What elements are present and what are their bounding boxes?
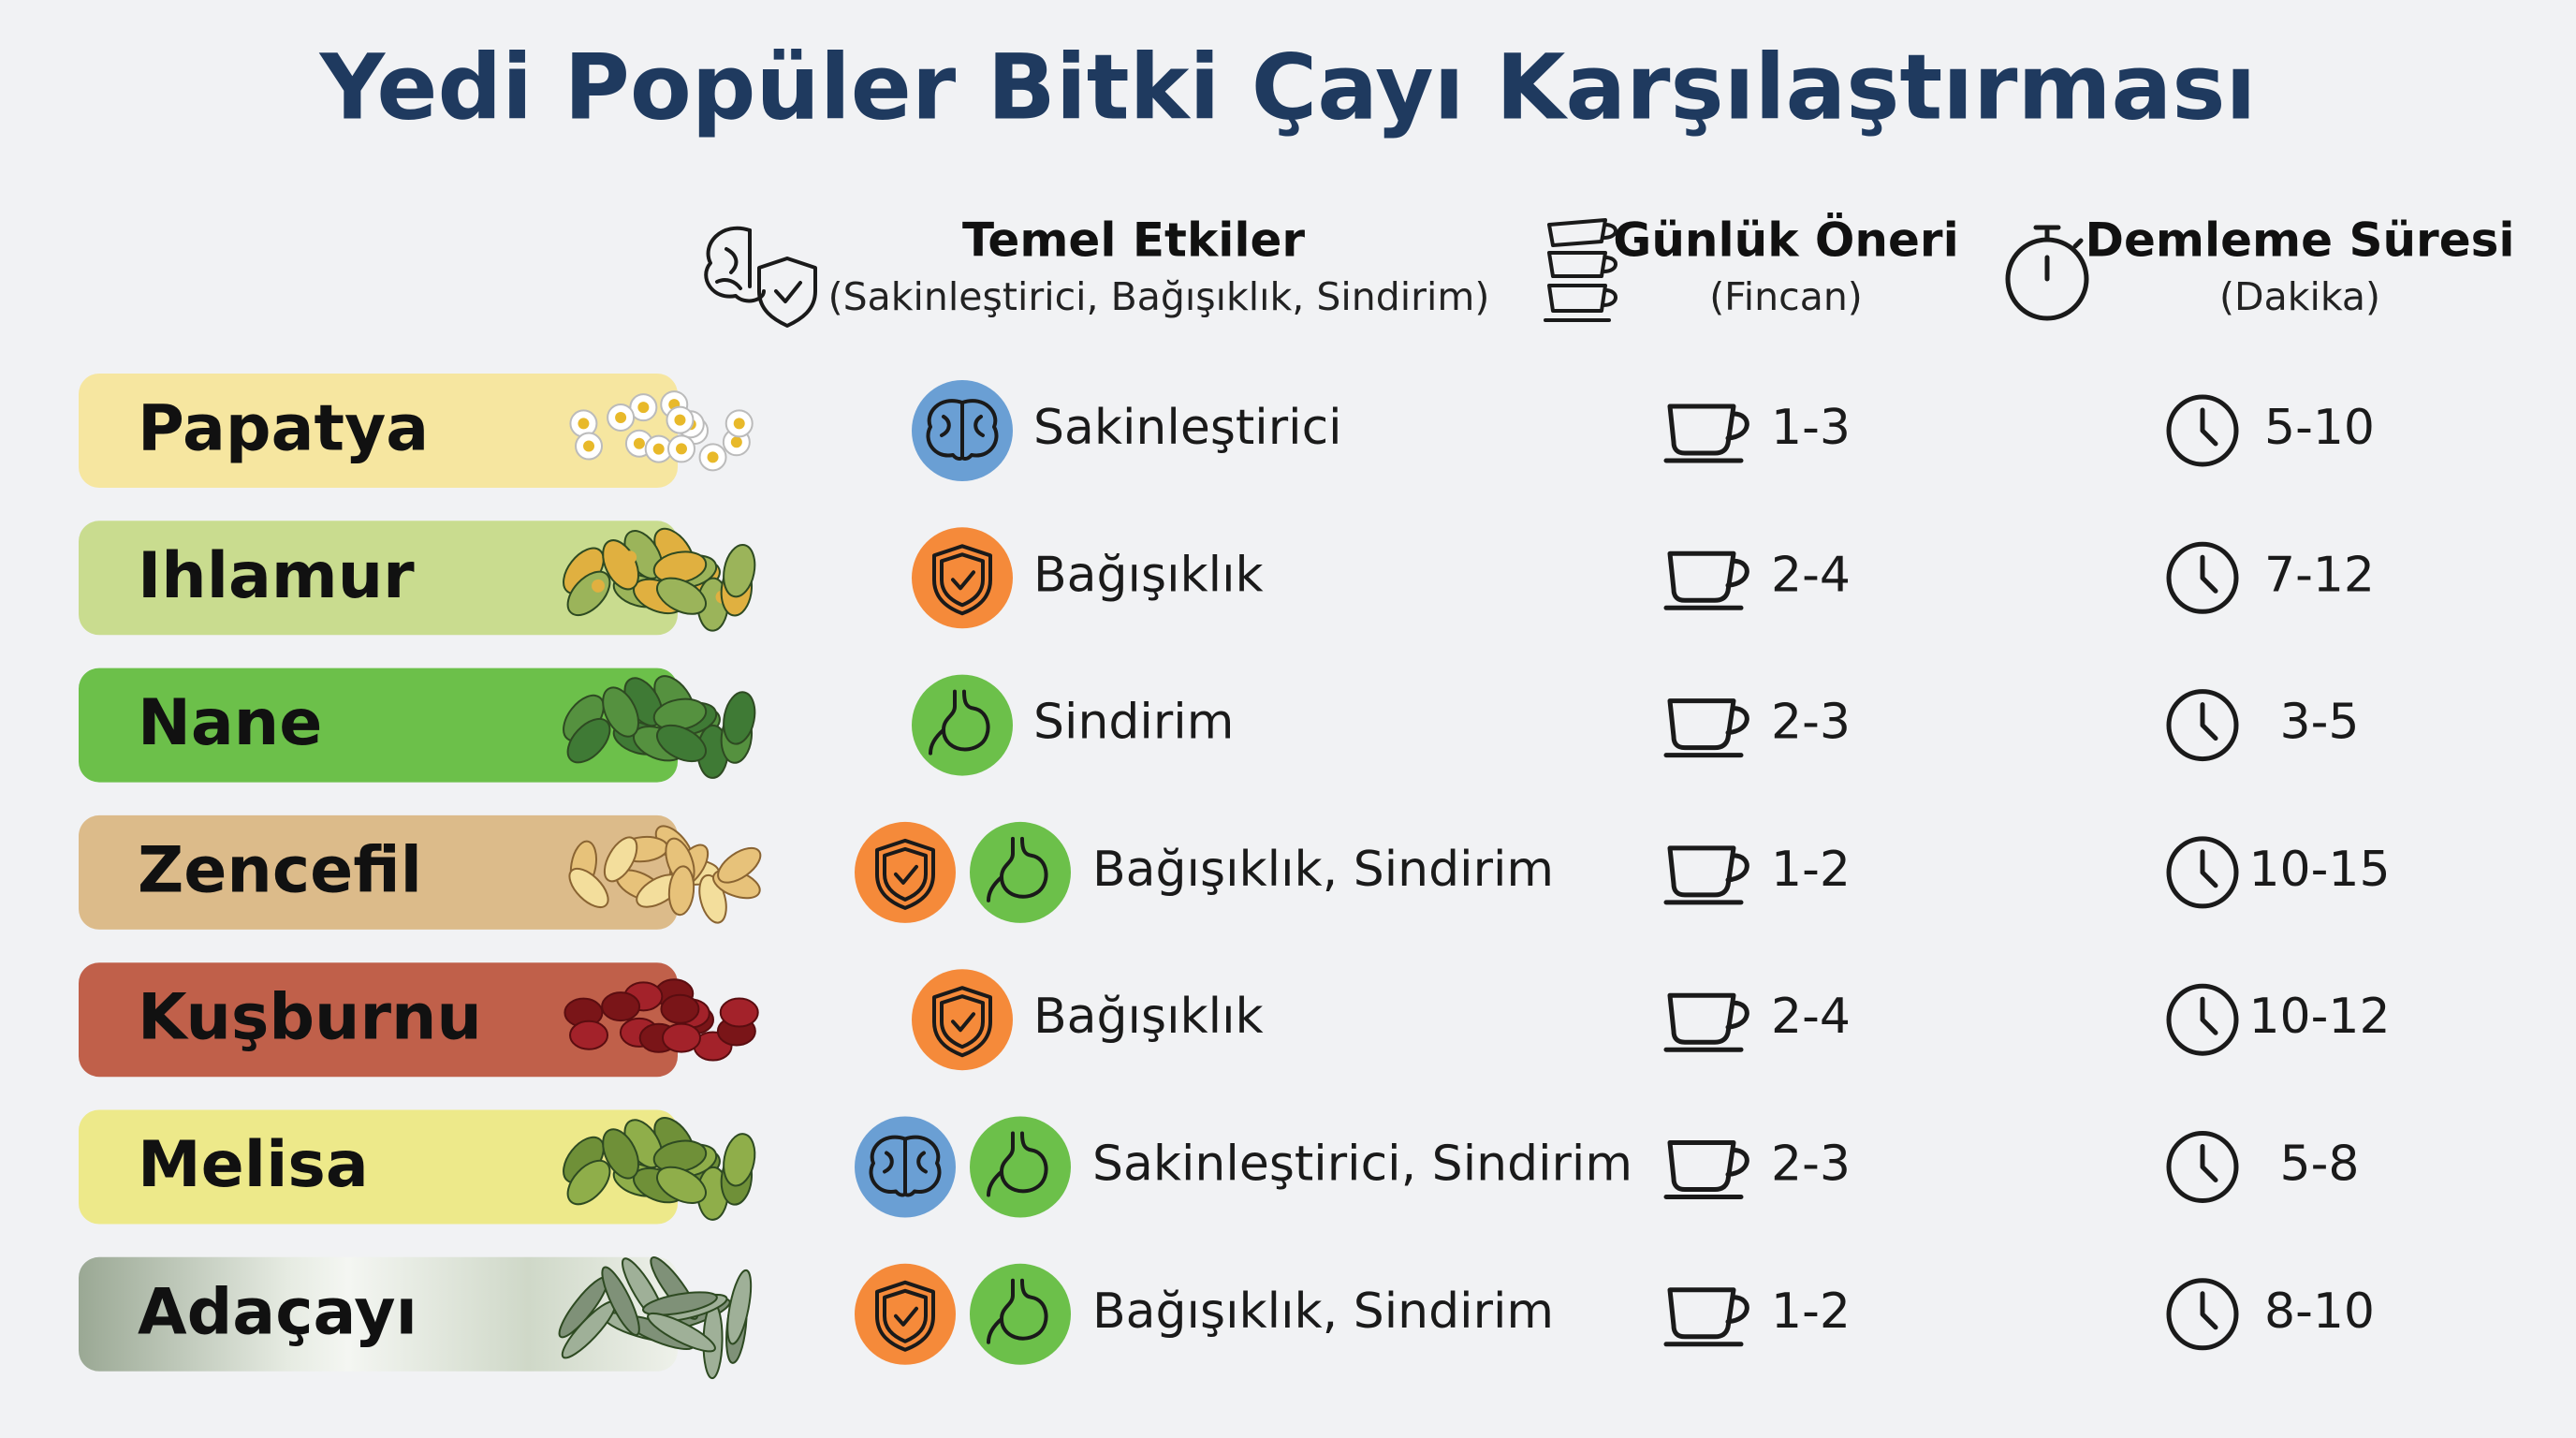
brew-time: 10-12 (2248, 989, 2390, 1045)
tea-row: Nane Sindirim 2-3 3-5 (79, 668, 2359, 783)
effects: Bağışıklık, Sindirim (1092, 842, 1554, 898)
tea-row: Adaçayı Bağışıklık, Sindirim 1-2 8-10 (79, 1256, 2375, 1380)
column-subtitle: (Fincan) (1709, 274, 1863, 319)
effect-icon-stomach (912, 674, 1013, 776)
daily-cups: 2-3 (1771, 1137, 1851, 1193)
name-pill (79, 1256, 678, 1372)
tea-name: Papatya (138, 392, 429, 466)
plant-illustration (564, 978, 759, 1062)
effect-icon-brain (912, 380, 1013, 481)
tea-name: Nane (138, 686, 322, 760)
daily-cups: 2-4 (1771, 547, 1851, 603)
effects: Sakinleştirici (1033, 400, 1342, 456)
plant-illustration (563, 675, 756, 779)
cup-icon (1663, 1287, 1749, 1347)
clock-icon (2166, 1131, 2239, 1203)
daily-cups: 1-2 (1771, 1284, 1851, 1340)
brew-time: 7-12 (2264, 547, 2375, 603)
daily-cups: 1-3 (1771, 400, 1851, 456)
header-icon-cups (1544, 218, 1617, 322)
column-subtitle: (Sakinleştirici, Bağışıklık, Sindirim) (828, 274, 1490, 319)
effect-icon-stomach (970, 1263, 1071, 1365)
brew-time: 8-10 (2264, 1284, 2375, 1340)
clock-icon (2166, 394, 2239, 467)
column-title: Demleme Süresi (2085, 213, 2514, 268)
effects: Sakinleştirici, Sindirim (1092, 1137, 1632, 1193)
brew-time: 10-15 (2248, 842, 2390, 898)
tea-row: Papatya Sakinleştirici 1-3 5-10 (79, 374, 2375, 488)
effect-icon-stomach (970, 821, 1071, 923)
daily-cups: 1-2 (1771, 842, 1851, 898)
effect-icon-shield (912, 969, 1013, 1071)
plant-illustration (558, 1256, 753, 1380)
cup-icon (1663, 992, 1749, 1052)
clock-icon (2166, 1278, 2239, 1351)
effect-icon-stomach (970, 1116, 1071, 1218)
cup-icon (1663, 404, 1749, 463)
effect-icon-shield (855, 821, 956, 923)
plant-illustration (569, 390, 754, 472)
clock-icon (2166, 836, 2239, 909)
clock-icon (2166, 541, 2239, 614)
tea-name: Adaçayı (138, 1275, 417, 1349)
plant-illustration (568, 825, 762, 924)
tea-name: Kuşburnu (138, 981, 482, 1055)
cup-icon (1663, 1140, 1749, 1199)
clock-icon (2166, 983, 2239, 1056)
tea-row: Kuşburnu Bağışıklık 2-4 10-12 (79, 962, 2391, 1078)
cup-icon (1663, 550, 1749, 610)
header-icon-brain-shield (704, 226, 817, 328)
tea-row: Ihlamur Bağışıklık 2-4 7-12 (79, 521, 2375, 636)
title: Yedi Popüler Bitki Çayı Karşılaştırması (319, 35, 2257, 139)
tea-row: Melisa Sakinleştirici, Sindirim 2-3 5-8 (79, 1109, 2360, 1225)
brew-time: 5-10 (2264, 400, 2375, 456)
clock-icon (2166, 689, 2239, 762)
tea-name: Melisa (138, 1128, 369, 1202)
brew-time: 5-8 (2280, 1137, 2360, 1193)
column-subtitle: (Dakika) (2219, 274, 2380, 319)
brew-time: 3-5 (2280, 695, 2360, 751)
column-title: Temel Etkiler (962, 213, 1305, 268)
name-pill (79, 962, 678, 1078)
tea-row: Zencefil Bağışıklık, Sindirim 1-2 10-15 (79, 814, 2391, 930)
name-pill (79, 1109, 678, 1225)
effects: Sindirim (1033, 695, 1234, 751)
column-title: Günlük Öneri (1613, 213, 1958, 268)
tea-name: Zencefil (138, 833, 422, 907)
header-icon-stopwatch (2005, 225, 2089, 321)
name-pill (79, 374, 678, 488)
cup-icon (1663, 698, 1749, 758)
effect-icon-shield (912, 527, 1013, 629)
tea-name: Ihlamur (138, 539, 415, 613)
effects: Bağışıklık, Sindirim (1092, 1284, 1554, 1340)
effect-icon-shield (855, 1263, 956, 1365)
name-pill (79, 814, 678, 930)
cup-icon (1663, 845, 1749, 905)
effects: Bağışıklık (1033, 547, 1264, 603)
effects: Bağışıklık (1033, 989, 1264, 1045)
effect-icon-brain (855, 1116, 956, 1218)
plant-illustration (563, 1117, 756, 1221)
daily-cups: 2-3 (1771, 695, 1851, 751)
name-pill (79, 521, 678, 636)
name-pill (79, 668, 678, 783)
daily-cups: 2-4 (1771, 989, 1851, 1045)
plant-illustration (563, 527, 756, 632)
